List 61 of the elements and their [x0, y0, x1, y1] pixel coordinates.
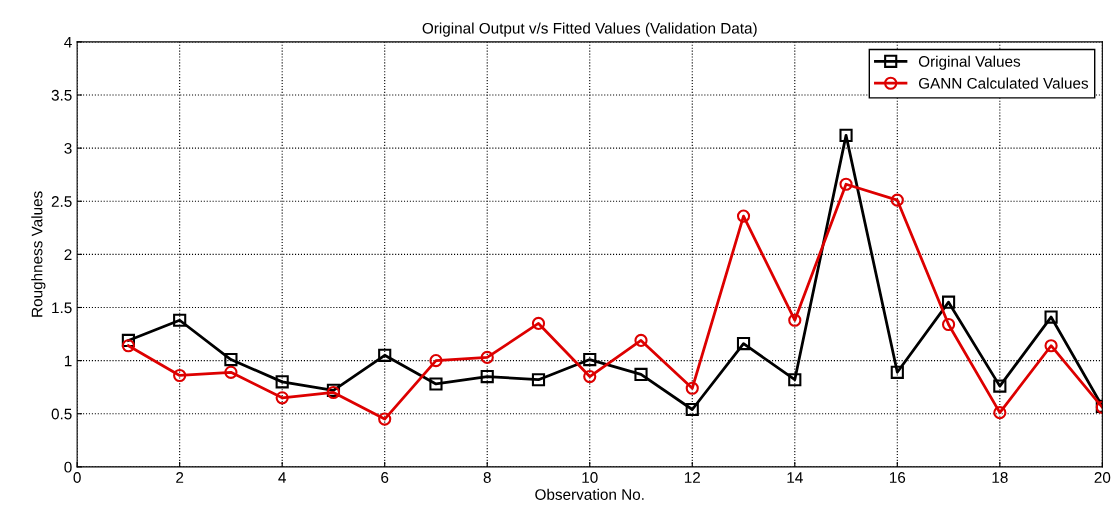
point [583, 369, 597, 384]
point [121, 339, 135, 353]
chart-title: Original Output v/s Fitted Values (Validation Data) [422, 22, 757, 37]
point [275, 391, 289, 405]
point [121, 333, 135, 348]
point [429, 377, 443, 391]
point [583, 352, 597, 367]
point [839, 128, 853, 142]
point [1044, 310, 1058, 324]
point [634, 333, 648, 348]
x-tick-label: 0 [73, 472, 81, 483]
point [378, 412, 392, 426]
point [480, 350, 494, 365]
y-tick-label: 0.5 [51, 408, 72, 420]
x-tick-label: 12 [684, 472, 700, 483]
point [685, 402, 699, 417]
x-tick-label: 6 [381, 472, 389, 483]
point [173, 368, 187, 383]
x-tick-label: 4 [278, 472, 286, 483]
y-tick-label: 0 [64, 461, 72, 473]
y-axis-title: Roughness Values [31, 191, 46, 317]
y-tick-label: 3 [64, 142, 72, 154]
point [531, 373, 546, 387]
x-tick-label: 20 [1094, 472, 1111, 483]
point [378, 348, 392, 362]
y-tick-label: 1.5 [52, 302, 72, 314]
point [429, 354, 443, 368]
point [531, 316, 546, 331]
point [224, 352, 238, 367]
point [173, 313, 187, 327]
legend-label: GANN Calculated Values [918, 77, 1089, 89]
point [890, 365, 904, 379]
x-tick-label: 18 [992, 472, 1008, 483]
point [634, 367, 648, 382]
point [993, 406, 1007, 420]
y-tick-label: 1 [64, 355, 72, 367]
point [275, 375, 289, 389]
point [839, 177, 853, 191]
point [890, 193, 904, 207]
x-tick-label: 2 [176, 472, 184, 483]
point [788, 373, 802, 387]
point [941, 317, 956, 332]
x-tick-label: 10 [582, 472, 598, 483]
x-axis-title: Observation No. [535, 488, 644, 500]
point [224, 365, 238, 379]
point [685, 381, 699, 395]
y-tick-label: 4 [64, 36, 72, 48]
x-tick-label: 14 [787, 472, 803, 483]
y-tick-label: 3.5 [51, 89, 72, 101]
y-tick-label: 2.5 [51, 196, 72, 207]
point [736, 337, 751, 351]
legend-label: Original Values [918, 55, 1021, 70]
point [788, 313, 802, 327]
x-tick-label: 16 [889, 472, 906, 483]
y-tick-label: 2 [64, 249, 72, 260]
point [993, 379, 1007, 393]
point [480, 369, 494, 384]
point [941, 295, 956, 309]
x-tick-label: 8 [483, 472, 491, 483]
point [736, 209, 751, 223]
point [1044, 339, 1058, 353]
